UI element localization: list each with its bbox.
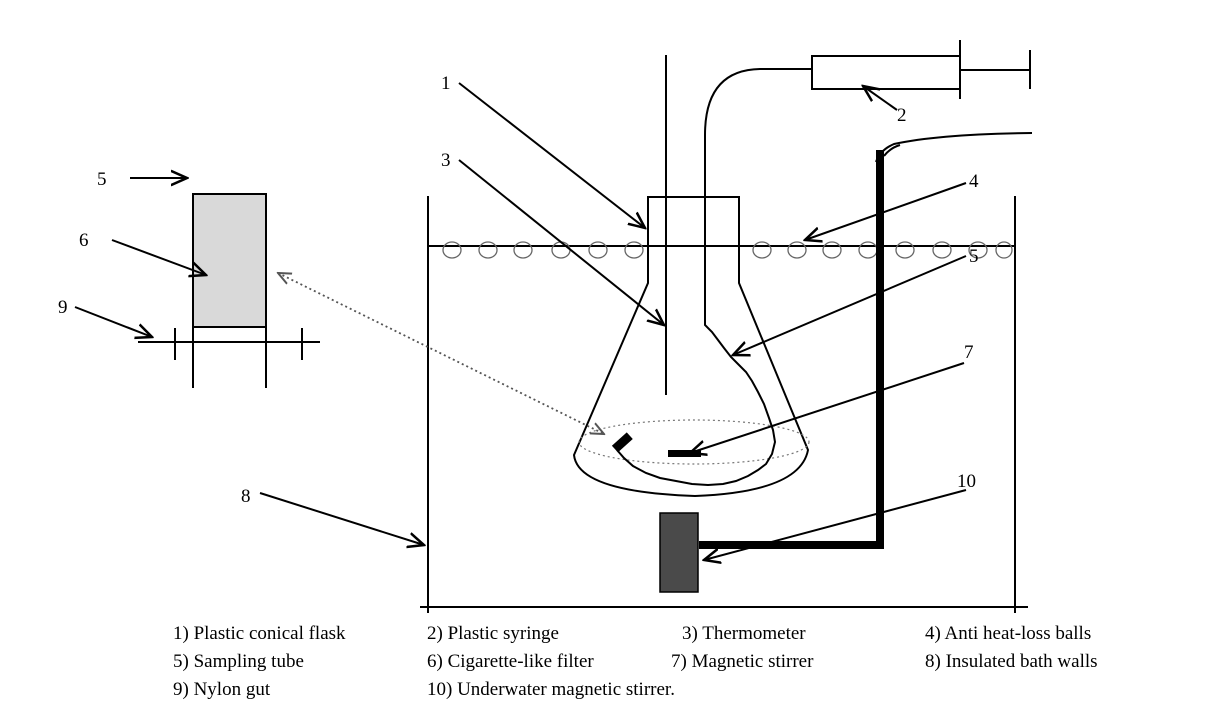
- stirrer-cable: [699, 150, 884, 549]
- inset-sampling-tube: [138, 193, 320, 388]
- arrow-1: [458, 82, 645, 228]
- arrow-3: [458, 159, 664, 325]
- filter-in-flask: [611, 432, 633, 453]
- arrow-2: [863, 86, 898, 111]
- cigarette-like-filter: [192, 193, 267, 328]
- stirrer-cable-top: [875, 132, 1033, 163]
- callout-10: 10: [957, 471, 976, 492]
- plastic-syringe: [811, 40, 1031, 99]
- arrow-5: [733, 255, 967, 355]
- arrow-7: [690, 362, 965, 453]
- inset-relation-dotted-arrow: [278, 273, 604, 434]
- callout-9: 9: [58, 297, 68, 318]
- callout-5: 5: [969, 246, 979, 267]
- underwater-magnetic-stirrer: [659, 132, 1033, 593]
- sampling-tube: [616, 68, 812, 487]
- arrow-4: [805, 182, 967, 240]
- callout-1: 1: [441, 73, 451, 94]
- insulated-bath: [420, 196, 1028, 613]
- arrow-10: [704, 489, 967, 560]
- callout-3: 3: [441, 150, 451, 171]
- magnetic-stirrer-bar: [668, 450, 701, 457]
- legend-item-9: 9) Nylon gut: [173, 679, 271, 700]
- stirrer-cable-top-inner: [883, 144, 901, 157]
- syringe-barrel: [811, 55, 961, 90]
- callout-5-inset: 5: [97, 169, 107, 190]
- legend-item-1: 1) Plastic conical flask: [173, 623, 346, 644]
- legend: 1) Plastic conical flask 2) Plastic syri…: [173, 623, 1098, 700]
- callout-8: 8: [241, 486, 251, 507]
- callout-2: 2: [897, 105, 907, 126]
- arrow-9: [74, 306, 152, 337]
- callout-4: 4: [969, 171, 979, 192]
- arrow-8: [259, 492, 424, 545]
- flask-bottom-ellipse: [578, 419, 810, 465]
- legend-item-8: 8) Insulated bath walls: [925, 651, 1098, 672]
- arrow-6: [111, 239, 206, 275]
- legend-item-6: 6) Cigarette-like filter: [427, 651, 594, 672]
- legend-item-4: 4) Anti heat-loss balls: [925, 623, 1091, 644]
- anti-heat-loss-balls: [442, 241, 1013, 259]
- callout-numbers: 1 2 3 4 5 5 6 7 8 9 10: [58, 73, 979, 507]
- legend-item-5: 5) Sampling tube: [173, 651, 304, 672]
- legend-item-7: 7) Magnetic stirrer: [671, 651, 814, 672]
- callout-7: 7: [964, 342, 974, 363]
- flask-outline: [572, 196, 810, 498]
- stirrer-box: [659, 512, 699, 593]
- legend-item-10: 10) Underwater magnetic stirrer.: [427, 679, 675, 700]
- callout-6: 6: [79, 230, 89, 251]
- legend-item-3: 3) Thermometer: [682, 623, 806, 644]
- legend-item-2: 2) Plastic syringe: [427, 623, 559, 644]
- conical-flask: [572, 196, 810, 498]
- callout-arrows: [74, 82, 967, 560]
